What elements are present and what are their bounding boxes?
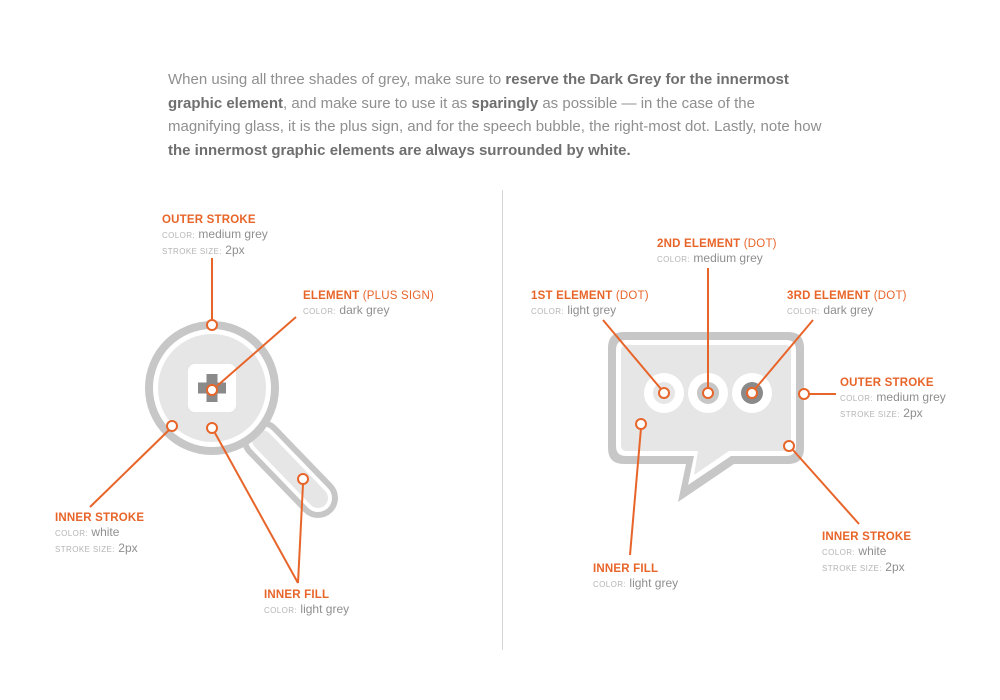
speech-bubble-icon <box>608 332 804 502</box>
color-label: color: <box>55 529 89 538</box>
callout-title: INNER STROKE <box>822 531 912 543</box>
leader-dot-element-3 <box>746 387 758 399</box>
color-label: color: <box>303 307 337 316</box>
callout-bubble-element-3: 3RD ELEMENT (DOT) color: dark grey <box>787 289 907 319</box>
callout-magnifier-element: ELEMENT (PLUS SIGN) color: dark grey <box>303 289 434 319</box>
leader-dot-element-1 <box>658 387 670 399</box>
color-label: color: <box>822 548 856 557</box>
color-value: dark grey <box>339 303 390 317</box>
stroke-size-value: 2px <box>225 243 245 257</box>
stroke-size-label: stroke size: <box>162 247 222 256</box>
color-value: medium grey <box>876 390 946 404</box>
magnifier-leader-lines <box>89 258 309 584</box>
callout-title-paren: (DOT) <box>873 290 907 302</box>
leader-dot-bubble-inner-fill <box>635 418 647 430</box>
intro-text-3: as possible — in the case of the magnify… <box>168 94 822 136</box>
magnifier-handle-fill <box>252 430 328 508</box>
stroke-size-value: 2px <box>885 560 905 574</box>
callout-title: INNER FILL <box>593 563 659 575</box>
color-label: color: <box>593 580 627 589</box>
leader-dot-inner-fill-a <box>206 422 218 434</box>
intro-bold-2: sparingly <box>471 94 539 112</box>
leader-dot-bubble-inner-stroke <box>783 440 795 452</box>
color-label: color: <box>787 307 821 316</box>
color-value: medium grey <box>198 227 268 241</box>
intro-bold-3: the innermost graphic elements are alway… <box>168 141 631 159</box>
callout-title-paren: (DOT) <box>615 290 649 302</box>
leader-bubble-inner-fill <box>629 427 642 556</box>
color-label: color: <box>840 394 874 403</box>
section-divider <box>502 190 503 650</box>
leader-dot-outer-stroke <box>206 319 218 331</box>
leader-bubble-inner-stroke <box>792 449 860 525</box>
color-value: light grey <box>629 576 679 590</box>
leader-element-3 <box>754 319 814 390</box>
color-value: light grey <box>300 602 350 616</box>
bubble-leader-lines <box>602 268 860 556</box>
intro-paragraph: When using all three shades of grey, mak… <box>168 68 828 162</box>
callout-title: INNER STROKE <box>55 512 145 524</box>
leader-dot-element <box>206 384 218 396</box>
callout-bubble-inner-stroke: INNER STROKE color: white stroke size: 2… <box>822 530 911 576</box>
callout-bubble-outer-stroke: OUTER STROKE color: medium grey stroke s… <box>840 376 946 422</box>
callout-title-paren: (DOT) <box>743 238 777 250</box>
leader-dot-bubble-outer-stroke <box>798 388 810 400</box>
callout-title: 1ST ELEMENT <box>531 290 613 302</box>
callout-title: 3RD ELEMENT <box>787 290 871 302</box>
callout-magnifier-outer-stroke: OUTER STROKE color: medium grey stroke s… <box>162 213 268 259</box>
stroke-size-label: stroke size: <box>822 564 882 573</box>
intro-text-1: When using all three shades of grey, mak… <box>168 71 506 88</box>
callout-bubble-element-2: 2ND ELEMENT (DOT) color: medium grey <box>657 237 777 267</box>
stroke-size-value: 2px <box>118 541 138 555</box>
callout-magnifier-inner-fill: INNER FILL color: light grey <box>264 588 349 618</box>
intro-bold-1: reserve the Dark Grey for the innermost … <box>168 71 789 112</box>
intro-text-2: , and make sure to use it as <box>283 94 472 112</box>
color-label: color: <box>162 231 196 240</box>
leader-element-1 <box>602 319 662 390</box>
callout-title: ELEMENT <box>303 290 360 302</box>
color-label: color: <box>531 307 565 316</box>
magnifying-glass-icon <box>145 321 338 518</box>
callout-title: 2ND ELEMENT <box>657 238 741 250</box>
leader-dot-element-2 <box>702 387 714 399</box>
leader-inner-fill-a <box>214 432 299 584</box>
color-value: dark grey <box>823 303 874 317</box>
callout-title: OUTER STROKE <box>162 214 256 226</box>
callout-bubble-inner-fill: INNER FILL color: light grey <box>593 562 678 592</box>
color-label: color: <box>657 255 691 264</box>
leader-inner-stroke <box>89 429 170 508</box>
callout-title-paren: (PLUS SIGN) <box>362 290 434 302</box>
color-value: white <box>91 525 120 539</box>
callout-magnifier-inner-stroke: INNER STROKE color: white stroke size: 2… <box>55 511 144 557</box>
stroke-size-label: stroke size: <box>840 410 900 419</box>
stroke-size-value: 2px <box>903 406 923 420</box>
color-label: color: <box>264 606 298 615</box>
callout-title: OUTER STROKE <box>840 377 934 389</box>
callout-title: INNER FILL <box>264 589 330 601</box>
leader-dot-inner-fill-b <box>297 473 309 485</box>
leader-element <box>216 316 297 387</box>
stroke-size-label: stroke size: <box>55 545 115 554</box>
color-value: medium grey <box>693 251 763 265</box>
leader-inner-fill-b <box>297 483 304 584</box>
leader-dot-inner-stroke <box>166 420 178 432</box>
color-value: light grey <box>567 303 617 317</box>
color-value: white <box>858 544 887 558</box>
callout-bubble-element-1: 1ST ELEMENT (DOT) color: light grey <box>531 289 649 319</box>
